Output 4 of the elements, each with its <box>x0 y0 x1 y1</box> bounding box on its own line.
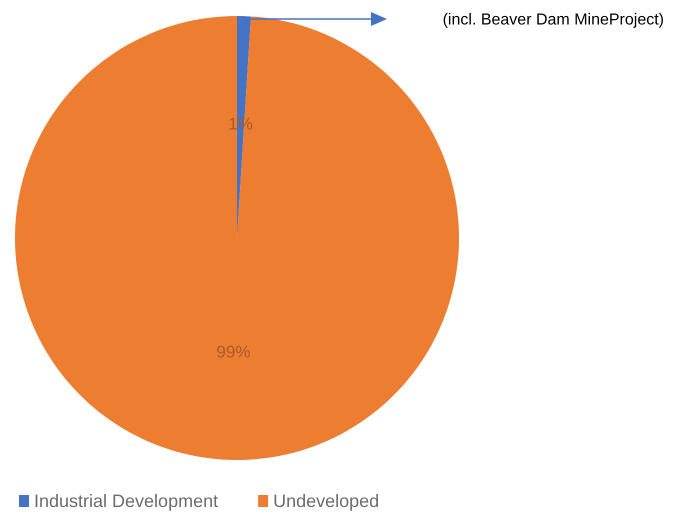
text: (incl. Beaver Dam MineProject) <box>442 12 664 28</box>
data-label: 99% <box>216 342 250 362</box>
legend-label: Undeveloped <box>273 491 380 511</box>
legend-label: Industrial Development <box>34 491 218 511</box>
